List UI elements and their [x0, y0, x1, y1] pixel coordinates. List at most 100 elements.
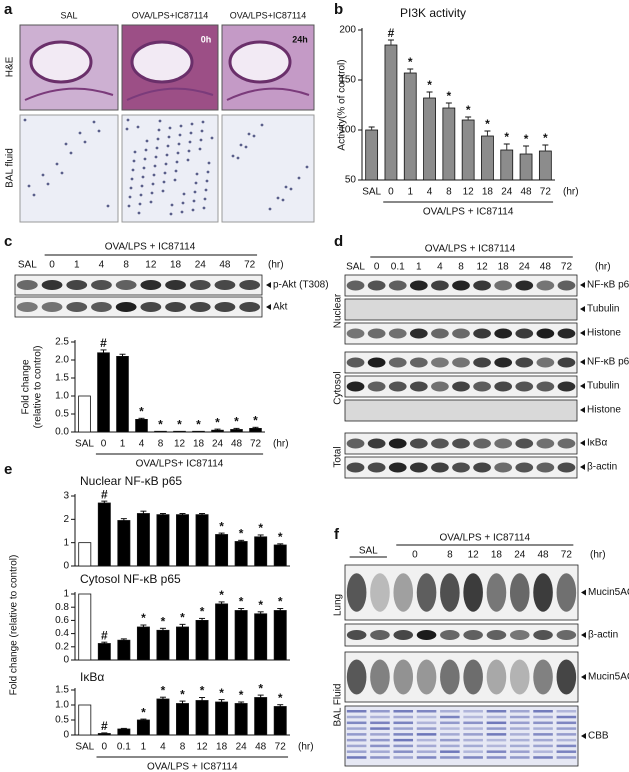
bar: [254, 697, 268, 736]
cbb-band: [556, 750, 577, 753]
cell: [169, 212, 173, 216]
band: [509, 659, 530, 695]
y-tick-label: 0.6: [55, 615, 69, 626]
cell: [178, 133, 182, 137]
y-tick-label: 2.0: [55, 355, 69, 366]
significance: *: [200, 684, 205, 698]
error-bar: [257, 534, 264, 537]
band: [66, 280, 88, 290]
y-tick-label: 1.5: [55, 685, 69, 696]
significance: *: [234, 415, 239, 429]
arrow: [580, 282, 585, 288]
x-tick-label: 24: [236, 742, 248, 753]
significance: *: [161, 683, 166, 697]
error-bar: [277, 608, 284, 611]
x-tick-label: 1: [120, 439, 126, 450]
cell: [140, 184, 144, 188]
error-bar: [277, 543, 284, 545]
x-tick-label: 48: [255, 742, 267, 753]
cell: [174, 169, 178, 173]
band: [557, 381, 576, 392]
y-tick-label: 1: [63, 589, 69, 600]
significance: *: [141, 705, 146, 719]
band: [140, 280, 162, 290]
significance: *: [447, 89, 452, 103]
band: [494, 357, 513, 368]
band: [346, 357, 365, 368]
bar: [136, 626, 150, 661]
error-bar: [179, 700, 186, 704]
significance: *: [215, 415, 220, 429]
cell: [32, 193, 36, 197]
band: [416, 630, 437, 640]
blot: [344, 705, 579, 767]
cbb-band: [393, 721, 414, 725]
band: [431, 357, 449, 368]
cbb-band: [463, 744, 483, 748]
cell: [201, 120, 205, 124]
cell: [131, 168, 135, 172]
x-tick-label: 18: [482, 187, 494, 198]
lane-label: 12: [468, 550, 480, 561]
cbb-band: [486, 715, 507, 719]
band: [473, 438, 491, 449]
error-bar: [119, 353, 126, 357]
cell: [139, 193, 143, 197]
band: [367, 438, 386, 449]
band: [346, 630, 367, 640]
x-tick-label: 8: [158, 439, 164, 450]
error-bar: [159, 627, 166, 631]
error-bar: [101, 732, 108, 734]
arrow: [580, 440, 585, 446]
cbb-band: [486, 750, 507, 753]
significance: *: [278, 691, 283, 705]
x-tick-label: 0: [388, 187, 394, 198]
band: [393, 659, 414, 695]
bar: [156, 629, 170, 661]
cell: [179, 124, 183, 128]
y-tick-label: 0.2: [55, 641, 69, 652]
group-label: BAL Fluid: [333, 684, 344, 727]
bar: [234, 703, 248, 736]
lane-label: 4: [99, 260, 105, 271]
cbb-band: [486, 744, 507, 748]
cell: [180, 210, 184, 214]
blot-row-label: NF-κB p65: [587, 280, 629, 291]
bar: [254, 613, 268, 661]
cbb-band: [440, 727, 460, 730]
cell: [193, 190, 197, 194]
bar: [442, 107, 456, 181]
cbb-band: [370, 710, 390, 713]
band: [431, 328, 449, 339]
band: [486, 659, 507, 695]
cbb-band: [463, 756, 483, 759]
cbb-band: [370, 733, 390, 736]
significance: *: [141, 611, 146, 625]
column-header: OVA/LPS+IC87114: [132, 10, 208, 20]
cbb-band: [346, 715, 367, 719]
band: [440, 573, 460, 612]
lane-label: 72: [561, 550, 573, 561]
cell: [55, 162, 59, 166]
bar: [273, 544, 287, 567]
cell: [207, 161, 211, 165]
cell: [151, 182, 155, 186]
error-bar: [523, 145, 530, 154]
cbb-band: [509, 750, 530, 753]
error-bar: [101, 500, 108, 503]
band: [463, 573, 483, 612]
cell: [145, 139, 149, 143]
cbb-band: [393, 727, 414, 730]
band: [367, 462, 386, 473]
significance: *: [466, 103, 471, 117]
bal-image: [19, 114, 119, 223]
band: [536, 462, 555, 473]
cell: [199, 138, 203, 142]
panel-letter: d: [334, 233, 343, 250]
cell: [97, 129, 101, 133]
cbb-band: [346, 710, 367, 713]
band: [346, 280, 365, 291]
x-tick-label: 12: [174, 439, 186, 450]
lane-label: 0: [412, 550, 418, 561]
